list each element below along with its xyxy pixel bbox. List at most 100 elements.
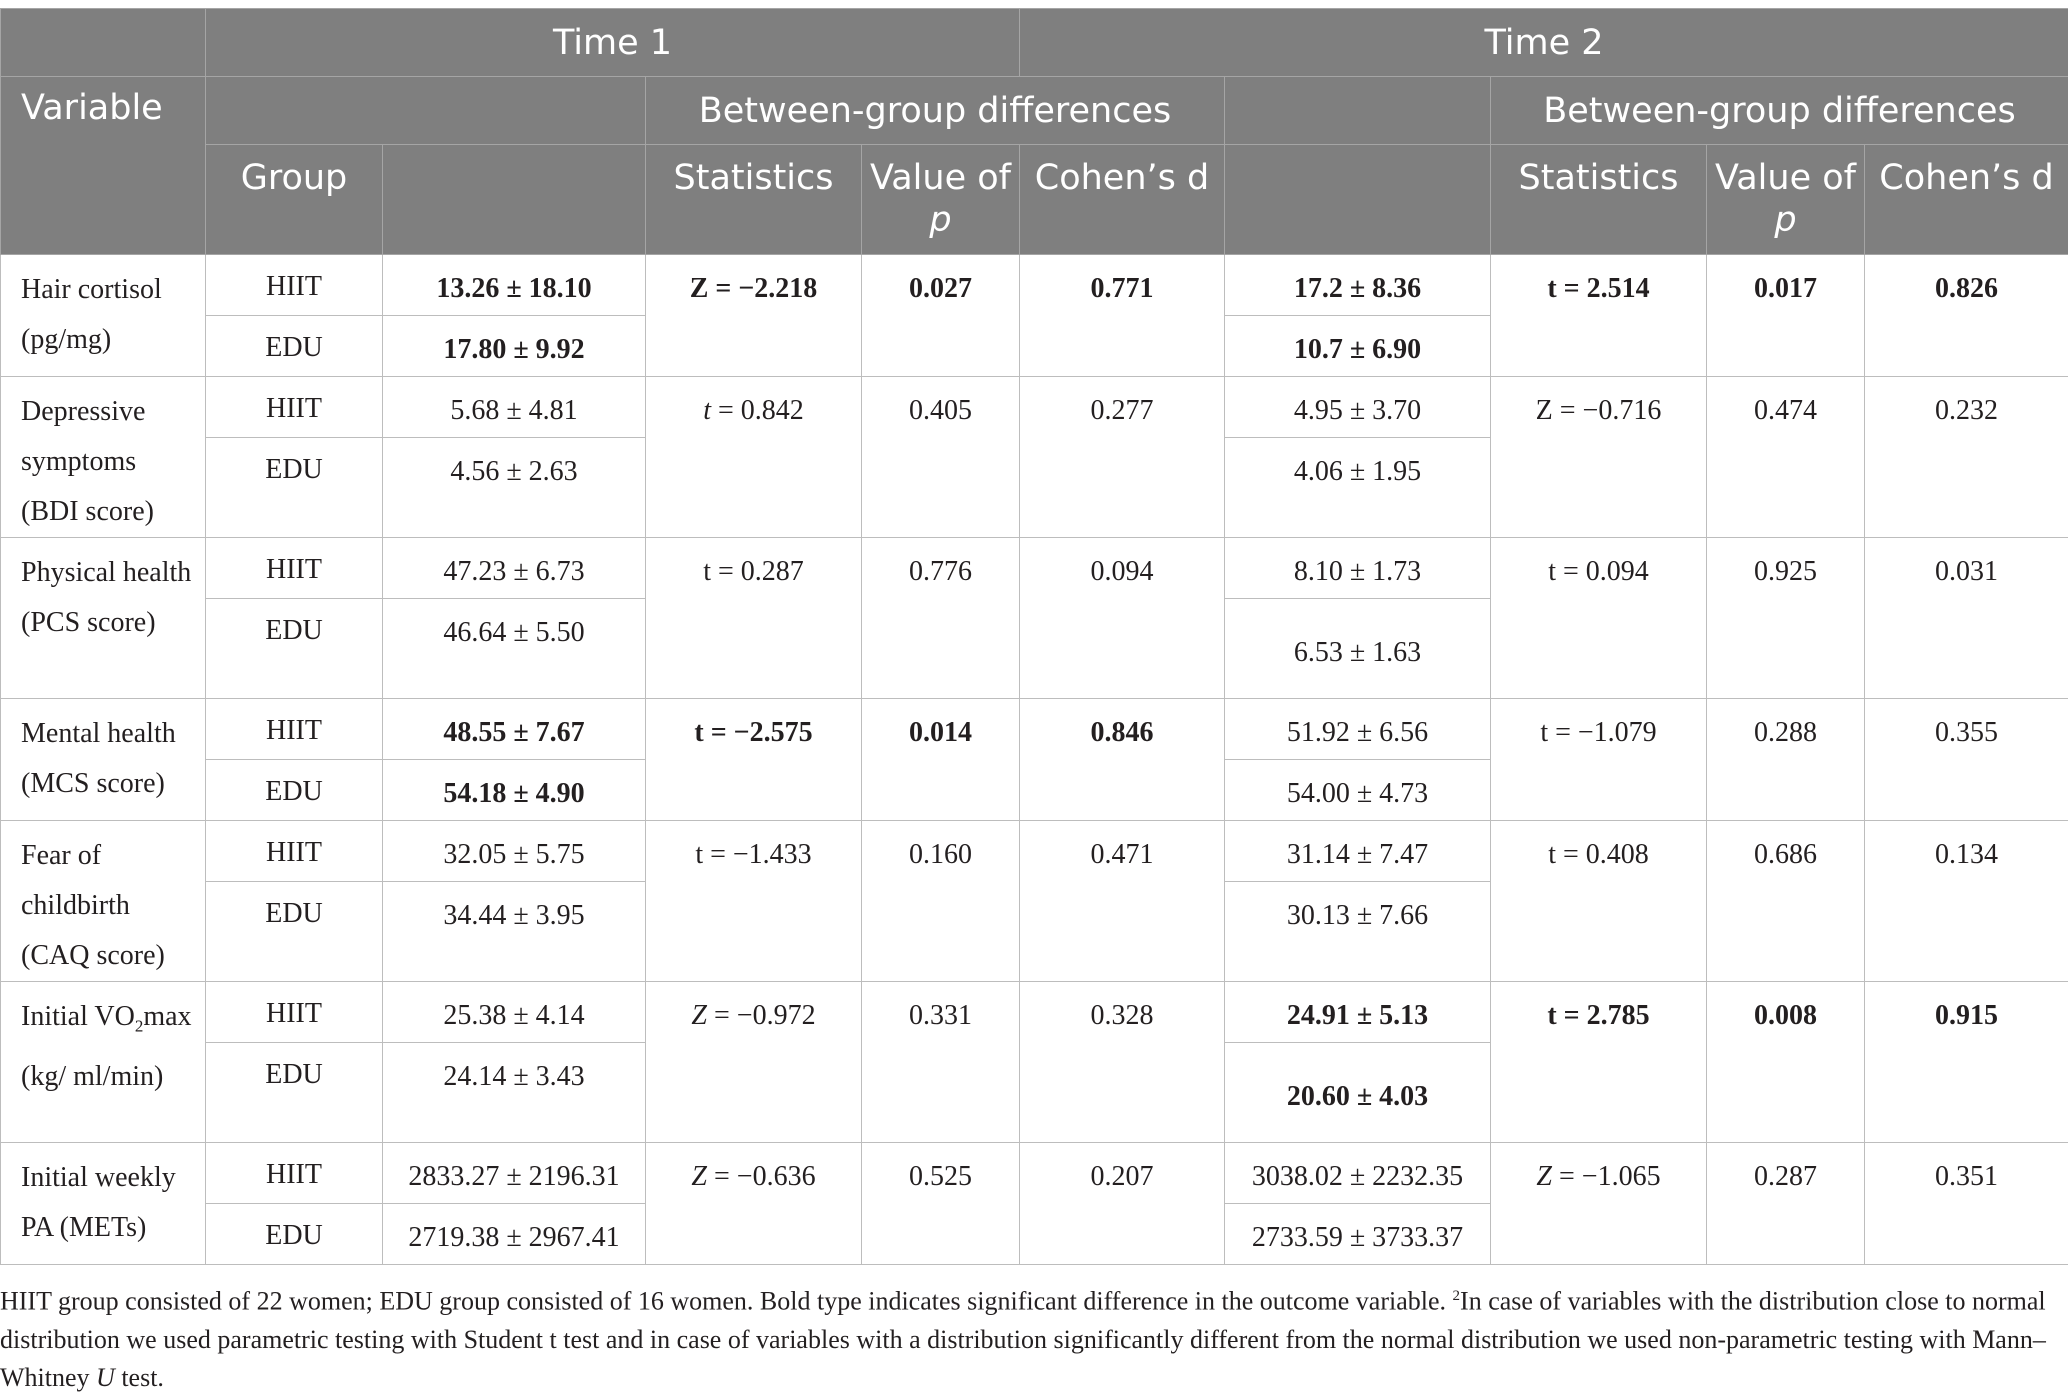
t1-edu-cell: 54.18 ± 4.90 — [382, 759, 646, 821]
table-row: Fear of childbirth (CAQ score) HIIT 32.0… — [0, 820, 2068, 982]
footnote-part3: test. — [114, 1362, 164, 1392]
header-statistics-1: Statistics — [645, 144, 862, 255]
variable-cell: Initial VO2max (kg/ ml/min) — [0, 981, 206, 1143]
t2-edu-cell: 6.53 ± 1.63 — [1224, 598, 1491, 699]
t2-p-cell: 0.287 — [1706, 1142, 1865, 1265]
table-row: EDU 54.18 ± 4.90 54.00 ± 4.73 — [1, 759, 2068, 821]
t2-d-cell: 0.232 — [1863, 376, 2068, 538]
stat-letter: Z — [691, 1000, 707, 1031]
t2-edu-cell: 54.00 ± 4.73 — [1224, 759, 1491, 821]
table-row: Initial weekly PA (METs) HIIT 2833.27 ± … — [0, 1142, 2068, 1265]
t2-d-cell: 0.134 — [1863, 820, 2068, 982]
t1-stat-cell: Z = −0.972 — [645, 981, 862, 1143]
table-footnote: HIIT group consisted of 22 women; EDU gr… — [0, 1277, 2060, 1397]
header-p-2: Value of p — [1706, 144, 1865, 255]
t2-p-cell: 0.008 — [1706, 981, 1865, 1143]
footnote-sup: 2 — [1452, 1288, 1461, 1304]
t2-hiit-cell: 24.91 ± 5.13 — [1224, 981, 1491, 1043]
t2-edu-cell: 4.06 ± 1.95 — [1224, 437, 1491, 538]
variable-cell: Fear of childbirth (CAQ score) — [0, 820, 206, 982]
group-cell: HIIT — [205, 537, 383, 599]
t2-stat-cell: t = 0.094 — [1490, 537, 1707, 699]
variable-cell: Depressive symptoms (BDI score) — [0, 376, 206, 538]
group-cell: HIIT — [205, 698, 383, 760]
stat-letter: Z — [1536, 1161, 1552, 1192]
header-p-1: Value of p — [861, 144, 1020, 255]
t1-d-cell: 0.846 — [1019, 698, 1225, 821]
t1-hiit-cell: 32.05 ± 5.75 — [382, 820, 646, 882]
header-blank-5 — [1224, 144, 1491, 255]
group-cell: HIIT — [205, 820, 383, 882]
stat-letter: Z — [691, 1161, 707, 1192]
footnote-part1: HIIT group consisted of 22 women; EDU gr… — [0, 1286, 1453, 1316]
t1-d-cell: 0.207 — [1019, 1142, 1225, 1265]
t1-d-cell: 0.328 — [1019, 981, 1225, 1143]
t1-edu-cell: 2719.38 ± 2967.41 — [382, 1203, 646, 1265]
t2-d-cell: 0.031 — [1863, 537, 2068, 699]
t2-hiit-cell: 17.2 ± 8.36 — [1224, 254, 1491, 316]
t2-hiit-cell: 51.92 ± 6.56 — [1224, 698, 1491, 760]
table-row: Mental health (MCS score) HIIT 48.55 ± 7… — [0, 698, 2068, 821]
t1-p-cell: 0.160 — [861, 820, 1020, 982]
t2-edu-cell: 10.7 ± 6.90 — [1224, 315, 1491, 377]
t2-stat-cell: Z = −0.716 — [1490, 376, 1707, 538]
table-row: Physical health (PCS score) HIIT 47.23 ±… — [0, 537, 2068, 699]
t1-hiit-cell: 5.68 ± 4.81 — [382, 376, 646, 438]
t1-stat-cell: t = 0.842 — [645, 376, 862, 538]
t1-hiit-cell: 48.55 ± 7.67 — [382, 698, 646, 760]
header-row-time: Time 1 Time 2 — [0, 8, 2068, 77]
group-cell: EDU — [205, 1042, 383, 1143]
header-blank-2 — [205, 76, 646, 145]
header-time1: Time 1 — [205, 8, 1020, 77]
header-value-of-2: Value of — [1715, 158, 1856, 198]
variable-text-b: max (kg/ ml/min) — [21, 1001, 192, 1092]
t2-hiit-cell: 31.14 ± 7.47 — [1224, 820, 1491, 882]
header-time2: Time 2 — [1018, 8, 2068, 77]
group-cell: HIIT — [205, 1142, 383, 1204]
group-cell: EDU — [205, 437, 383, 538]
table-row: EDU 17.80 ± 9.92 10.7 ± 6.90 — [1, 315, 2068, 377]
t1-hiit-cell: 25.38 ± 4.14 — [382, 981, 646, 1043]
header-blank — [0, 8, 206, 77]
t2-p-cell: 0.686 — [1706, 820, 1865, 982]
header-between-1: Between-group differences — [645, 76, 1225, 145]
t1-edu-cell: 24.14 ± 3.43 — [382, 1042, 646, 1143]
group-cell: HIIT — [205, 981, 383, 1043]
t2-hiit-cell: 3038.02 ± 2232.35 — [1224, 1142, 1491, 1204]
t1-stat-cell: Z = −2.218 — [645, 254, 862, 377]
table-row: EDU 46.64 ± 5.50 6.53 ± 1.63 — [1, 598, 2068, 699]
t2-p-cell: 0.288 — [1706, 698, 1865, 821]
stat-value: = −0.972 — [706, 1000, 816, 1031]
t1-p-cell: 0.014 — [861, 698, 1020, 821]
variable-cell: Hair cortisol (pg/mg) — [0, 254, 206, 377]
variable-text-a: Initial VO — [21, 1001, 135, 1032]
t1-p-cell: 0.027 — [861, 254, 1020, 377]
t1-edu-cell: 17.80 ± 9.92 — [382, 315, 646, 377]
header-group: Group — [205, 144, 383, 255]
t1-edu-cell: 4.56 ± 2.63 — [382, 437, 646, 538]
t1-hiit-cell: 13.26 ± 18.10 — [382, 254, 646, 316]
t1-p-cell: 0.331 — [861, 981, 1020, 1143]
t1-p-cell: 0.405 — [861, 376, 1020, 538]
header-cohens-1: Cohen’s d — [1019, 144, 1225, 255]
header-p-letter-2: p — [1774, 200, 1797, 240]
t1-d-cell: 0.277 — [1019, 376, 1225, 538]
header-p-letter-1: p — [929, 200, 952, 240]
group-cell: EDU — [205, 598, 383, 699]
table-row: EDU 24.14 ± 3.43 20.60 ± 4.03 — [1, 1042, 2068, 1143]
group-cell: EDU — [205, 315, 383, 377]
header-blank-4 — [382, 144, 646, 255]
table-row: EDU 2719.38 ± 2967.41 2733.59 ± 3733.37 — [1, 1203, 2068, 1265]
variable-subscript: 2 — [134, 1016, 144, 1036]
t2-stat-cell: t = 0.408 — [1490, 820, 1707, 982]
t1-stat-cell: Z = −0.636 — [645, 1142, 862, 1265]
header-statistics-2: Statistics — [1490, 144, 1707, 255]
t1-d-cell: 0.771 — [1019, 254, 1225, 377]
header-row-between: Variable Between-group differences Betwe… — [0, 76, 2068, 255]
header-value-of-1: Value of — [870, 158, 1011, 198]
group-cell: EDU — [205, 1203, 383, 1265]
stat-value: = −1.065 — [1551, 1161, 1661, 1192]
footnote-part2: In case of variables with the distributi… — [0, 1286, 2046, 1392]
t1-d-cell: 0.471 — [1019, 820, 1225, 982]
stat-value: = 0.842 — [710, 395, 804, 426]
